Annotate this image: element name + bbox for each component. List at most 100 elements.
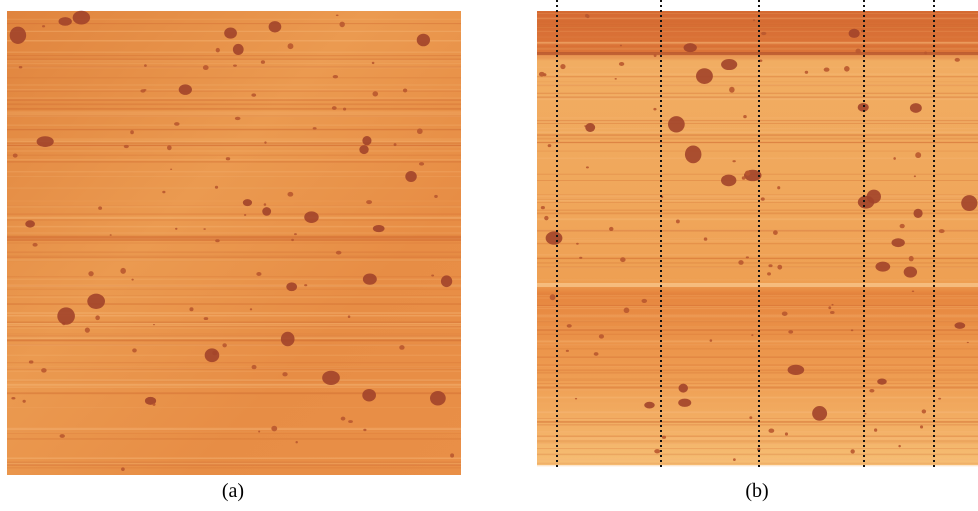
island (824, 67, 830, 71)
island (875, 262, 890, 272)
streak (7, 23, 461, 24)
island (668, 116, 685, 132)
island (224, 28, 237, 39)
island (961, 195, 977, 211)
streak (7, 129, 461, 130)
streak (537, 356, 978, 358)
streak (537, 158, 978, 159)
streak (7, 279, 461, 280)
island (215, 186, 218, 189)
island (269, 21, 282, 32)
island (132, 348, 137, 352)
island (264, 141, 266, 143)
streak (537, 283, 978, 287)
streak (7, 142, 461, 144)
streak (7, 114, 461, 115)
streak (7, 337, 461, 339)
island (788, 330, 793, 333)
streak (537, 48, 978, 50)
streak (7, 98, 461, 99)
island (768, 264, 772, 267)
streak (537, 73, 978, 75)
streak (7, 289, 461, 290)
streak (537, 463, 978, 465)
island (938, 398, 941, 400)
streak (537, 383, 978, 384)
island (363, 273, 377, 284)
streak (537, 341, 978, 343)
streak (7, 159, 461, 160)
streak (7, 335, 461, 337)
island (828, 306, 831, 309)
streak (537, 369, 978, 371)
island (179, 84, 192, 95)
island (753, 19, 755, 21)
streak (7, 371, 461, 372)
streak (7, 171, 461, 172)
island (205, 348, 220, 362)
island (88, 271, 93, 276)
island (222, 343, 226, 347)
island (743, 115, 747, 118)
streak (537, 262, 978, 263)
streak (7, 387, 461, 388)
island (849, 29, 860, 38)
streak (537, 76, 978, 77)
island (441, 275, 452, 287)
island (339, 22, 344, 28)
island (304, 211, 318, 223)
streak (537, 12, 978, 13)
island (153, 324, 155, 325)
streak (7, 112, 461, 113)
streak (7, 112, 461, 114)
island (399, 345, 404, 350)
island (281, 332, 295, 347)
island (304, 284, 307, 286)
island (153, 403, 156, 406)
streak (7, 66, 461, 68)
streak (537, 326, 978, 327)
island (768, 429, 774, 433)
island (967, 342, 969, 343)
streak (537, 98, 978, 100)
island (599, 334, 604, 338)
streak (7, 385, 461, 386)
island (262, 207, 271, 216)
island (609, 227, 613, 231)
streak (7, 328, 461, 329)
streak (7, 108, 461, 110)
streak (7, 233, 461, 234)
streak (537, 321, 978, 322)
streak (537, 308, 978, 309)
island (788, 365, 805, 375)
island (336, 14, 339, 16)
streak (537, 121, 978, 123)
streak (537, 344, 978, 346)
island (924, 51, 927, 54)
island (684, 43, 697, 52)
island (685, 145, 702, 163)
island (745, 171, 750, 176)
streak (7, 251, 461, 253)
island (576, 243, 579, 245)
streak (7, 103, 461, 105)
streak (537, 435, 978, 437)
island (805, 71, 808, 74)
island (313, 127, 317, 130)
streak (7, 379, 461, 381)
streak (537, 454, 978, 456)
island (654, 449, 660, 453)
island (294, 233, 297, 235)
island (37, 136, 54, 147)
streak (7, 457, 461, 458)
streak (7, 326, 461, 327)
island (33, 243, 38, 247)
streak (537, 196, 978, 197)
island (733, 458, 736, 461)
island (22, 400, 25, 403)
streak (537, 230, 978, 232)
island (366, 200, 372, 204)
streak (537, 306, 978, 307)
island (333, 75, 338, 78)
figure: {"panels": [{"caption": "(a)"}, {"captio… (0, 0, 978, 511)
